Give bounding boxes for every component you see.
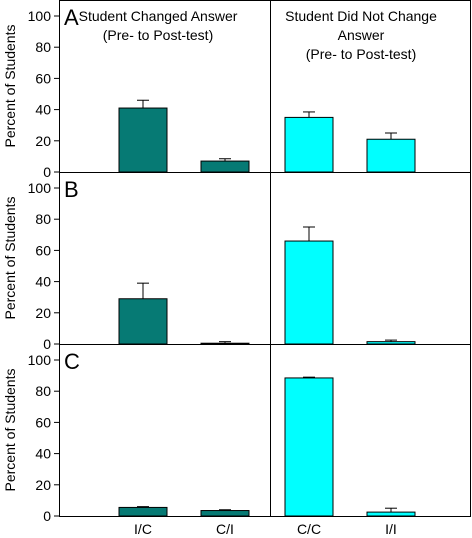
panel-letter: C bbox=[64, 349, 80, 374]
panel-A: 0 20 40 60 80 100 Percent of Students A bbox=[2, 0, 471, 180]
panel-frame bbox=[59, 344, 471, 517]
panel-C: 0 20 40 60 80 100 Percent of Students C bbox=[2, 344, 471, 524]
y-tick-label: 100 bbox=[28, 352, 52, 368]
bar-c-c bbox=[284, 116, 334, 173]
bar-c-i bbox=[200, 510, 250, 517]
bar-i-c bbox=[118, 107, 168, 173]
y-tick-label: 80 bbox=[35, 211, 51, 227]
panel-letter: A bbox=[64, 5, 79, 30]
y-tick-label: 60 bbox=[35, 242, 51, 258]
x-tick-label: C/C bbox=[297, 521, 321, 537]
bar-c-i bbox=[200, 160, 250, 173]
bar-c-c bbox=[284, 240, 334, 345]
bar-i-i bbox=[366, 341, 416, 345]
x-tick-label: I/I bbox=[385, 521, 397, 537]
y-tick-label: 80 bbox=[35, 39, 51, 55]
y-tick-label: 0 bbox=[43, 508, 51, 524]
group-header-line: (Pre- to Post-test) bbox=[306, 46, 416, 62]
group-header-line: Student Changed Answer bbox=[79, 8, 238, 24]
y-axis-label: Percent of Students bbox=[2, 369, 18, 492]
y-axis-label: Percent of Students bbox=[2, 25, 18, 148]
y-tick-label: 20 bbox=[35, 133, 51, 149]
bar-c-i bbox=[200, 342, 250, 345]
y-tick-label: 20 bbox=[35, 477, 51, 493]
y-tick-label: 0 bbox=[43, 336, 51, 352]
y-tick-label: 100 bbox=[28, 8, 52, 24]
group-header-line: Answer bbox=[338, 27, 385, 43]
y-tick-label: 0 bbox=[43, 164, 51, 180]
y-tick-label: 60 bbox=[35, 70, 51, 86]
y-tick-label: 40 bbox=[35, 446, 51, 462]
y-tick-label: 40 bbox=[35, 274, 51, 290]
y-tick-label: 80 bbox=[35, 383, 51, 399]
bar-i-i bbox=[366, 138, 416, 173]
y-tick-label: 20 bbox=[35, 305, 51, 321]
group-header-line: (Pre- to Post-test) bbox=[103, 27, 213, 43]
group-header-line: Student Did Not Change bbox=[285, 8, 437, 24]
y-tick-label: 100 bbox=[28, 180, 52, 196]
panel-letter: B bbox=[64, 177, 79, 202]
panel-B: 0 20 40 60 80 100 Percent of Students B bbox=[2, 172, 471, 352]
bar-i-i bbox=[366, 511, 416, 517]
y-tick-label: 60 bbox=[35, 414, 51, 430]
bar-i-c bbox=[118, 506, 168, 517]
bar-c-c bbox=[284, 377, 334, 517]
y-tick-label: 40 bbox=[35, 102, 51, 118]
x-tick-label: C/I bbox=[216, 521, 234, 537]
x-tick-label: I/C bbox=[134, 521, 152, 537]
bar-i-c bbox=[118, 298, 168, 345]
y-axis-label: Percent of Students bbox=[2, 197, 18, 320]
